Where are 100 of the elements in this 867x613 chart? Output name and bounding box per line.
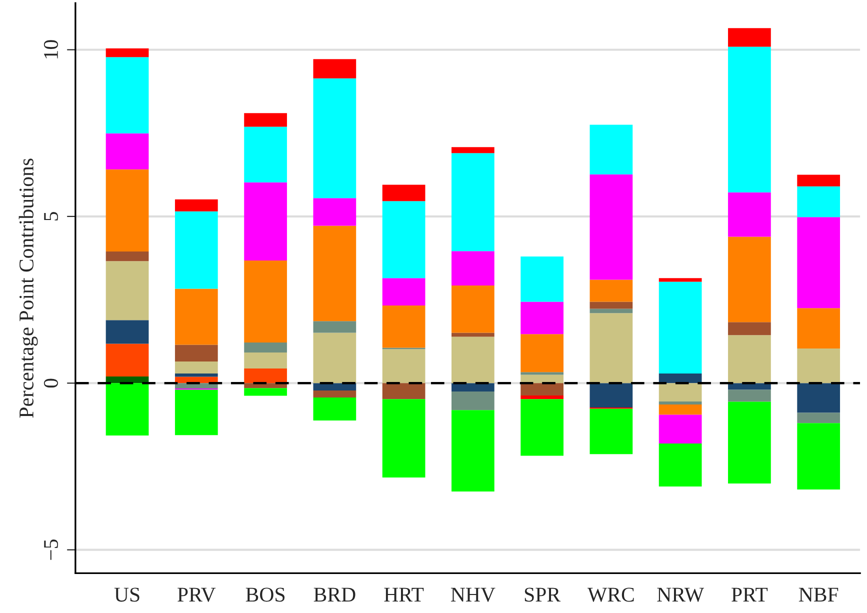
bar [313,397,356,420]
bar [658,404,702,415]
bar [313,59,356,78]
bar [658,282,702,374]
bar [728,28,771,47]
bar [520,395,564,400]
bar [728,46,771,192]
bar [452,147,494,154]
bar [244,126,287,182]
bar [658,373,702,384]
bar [382,349,426,384]
bar [658,401,702,404]
bar [106,383,149,436]
bar [658,414,702,444]
bar [313,383,356,390]
bar [106,320,149,344]
bar [797,308,840,348]
bar [658,443,702,486]
bar [382,399,426,478]
bar [382,383,426,400]
x-tick-label: BRD [314,588,356,602]
bar [520,372,564,375]
bar [520,399,564,456]
x-tick-label: BOS [246,588,285,602]
y-tick-label: 5 [44,212,58,220]
bar [452,410,494,492]
bar [797,423,840,490]
bar [244,113,287,127]
bar [313,226,356,322]
bar [590,280,633,302]
bar [452,251,494,286]
x-tick-label: PRV [178,588,216,602]
bar [797,217,840,308]
bar [590,302,633,309]
y-tick-label: 0 [44,378,58,388]
bar [174,199,218,212]
bar [520,383,564,396]
bar [728,402,771,484]
bar [590,174,633,280]
bar [452,285,494,333]
bar [174,390,218,436]
bar [174,211,218,289]
bar [313,198,356,226]
bar [797,174,840,186]
bar [590,124,633,174]
bar [797,348,840,384]
x-tick-label: NHV [450,588,496,602]
bar [106,57,149,134]
bar [244,388,287,396]
bar [106,133,149,170]
bar [728,335,771,384]
bar [313,321,356,333]
bar [106,344,149,376]
bar [728,236,771,322]
x-tick-label: SPR [524,588,561,602]
bar [797,186,840,218]
bar [313,390,356,398]
bar [520,256,564,302]
bar [174,373,218,377]
bar [452,391,494,410]
x-tick-label: PRT [732,588,768,602]
bar [174,361,218,374]
bar [244,182,287,260]
bar [174,383,218,388]
bar [728,192,771,237]
bar [244,342,287,352]
bar [174,288,218,345]
bar [452,383,494,392]
bar [244,260,287,342]
bar [658,278,702,282]
bar [106,261,149,320]
bar [520,334,564,372]
bar [728,383,771,390]
y-axis-title: Percentage Point Contributions [18,158,38,418]
x-tick-label: WRC [587,588,634,602]
bar [520,302,564,334]
bar [590,308,633,314]
bar [590,313,633,384]
y-tick-label: −5 [44,540,58,560]
bar [106,169,149,252]
bar [590,408,633,454]
x-tick-label: NBF [798,588,838,602]
bar [797,383,840,413]
bar [728,390,771,402]
bar [382,305,426,348]
y-tick-label: 10 [44,40,58,58]
bar [106,48,149,58]
bar [382,201,426,278]
bar [452,153,494,252]
x-tick-label: US [114,588,140,602]
bar [728,322,771,336]
bar [658,383,702,402]
x-tick-label: NRW [657,588,704,602]
bar [106,251,149,262]
bar [382,278,426,306]
x-tick-label: HRT [384,588,424,602]
bar [452,332,494,337]
bar [313,78,356,198]
bar [382,184,426,202]
bar [313,332,356,384]
